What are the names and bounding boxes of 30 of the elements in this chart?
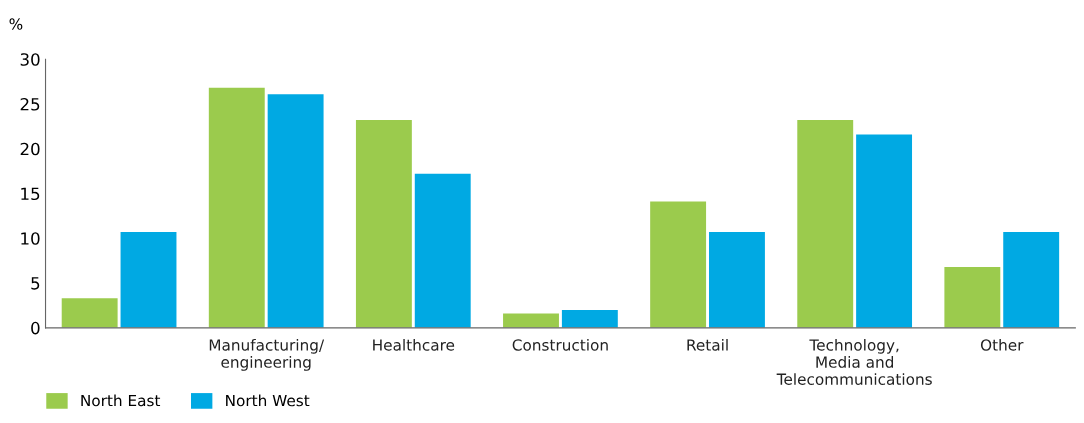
bar xyxy=(414,173,471,328)
legend-label: North East xyxy=(81,394,161,407)
x-tick-label: Retail xyxy=(687,338,728,351)
bar xyxy=(561,309,618,328)
y-tick-label: 25 xyxy=(20,97,40,111)
bar xyxy=(61,298,118,328)
bar xyxy=(120,232,177,328)
bar xyxy=(650,201,707,328)
bar xyxy=(856,134,913,328)
y-tick-label: 0 xyxy=(31,321,40,335)
x-tick-label: Healthcare xyxy=(373,338,455,351)
bar xyxy=(355,120,412,328)
x-tick-label: Construction xyxy=(512,338,608,351)
bar xyxy=(797,120,854,328)
x-tick-label: Other xyxy=(980,338,1024,351)
bar xyxy=(1003,232,1060,328)
x-tick-label: Technology, Media and Telecommunications xyxy=(776,338,932,385)
y-axis-title: % xyxy=(9,18,23,30)
y-tick-label: 5 xyxy=(31,277,40,290)
bar xyxy=(944,266,1001,328)
bar xyxy=(503,313,559,328)
y-tick-label: 15 xyxy=(21,187,40,201)
y-tick-label: 20 xyxy=(20,142,40,156)
bar xyxy=(267,94,324,328)
x-tick-label: Manufacturing/ engineering xyxy=(209,338,325,371)
y-tick-label: 10 xyxy=(21,232,40,245)
y-tick-label: 30 xyxy=(20,53,40,66)
bar xyxy=(709,232,765,328)
bar xyxy=(208,87,265,328)
legend-label: North West xyxy=(226,394,310,407)
